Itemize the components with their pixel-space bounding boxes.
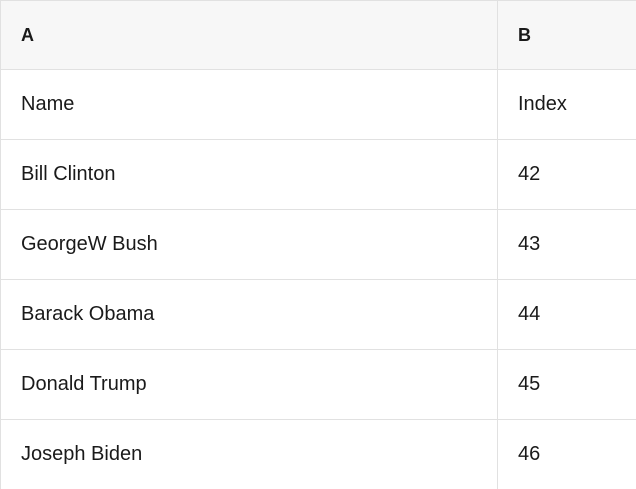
- table-cell-b6[interactable]: 46: [518, 443, 541, 465]
- table-row: Barack Obama 44: [1, 280, 636, 350]
- table-cell-a2[interactable]: Bill Clinton: [1, 140, 498, 209]
- table-cell-a3[interactable]: GeorgeW Bush: [1, 210, 498, 279]
- table-cell-a6[interactable]: Joseph Biden: [1, 420, 498, 489]
- table-cell-b4[interactable]: 44: [518, 303, 541, 325]
- table-row: Joseph Biden 46: [1, 420, 636, 489]
- table-cell-a4[interactable]: Barack Obama: [1, 280, 498, 349]
- column-header-b[interactable]: B: [518, 24, 531, 45]
- column-header-a[interactable]: A: [1, 1, 498, 69]
- table-row: Donald Trump 45: [1, 350, 636, 420]
- table-cell-b3[interactable]: 43: [518, 233, 541, 255]
- table-row: Bill Clinton 42: [1, 140, 636, 210]
- table-cell-b5[interactable]: 45: [518, 373, 541, 395]
- column-header-row: A B: [1, 1, 636, 70]
- table-cell-b1[interactable]: Index: [518, 93, 567, 115]
- table-cell-a1[interactable]: Name: [1, 70, 498, 139]
- table-cell-a5[interactable]: Donald Trump: [1, 350, 498, 419]
- table-cell-b2[interactable]: 42: [518, 163, 541, 185]
- table-row: Name Index: [1, 70, 636, 140]
- table-row: GeorgeW Bush 43: [1, 210, 636, 280]
